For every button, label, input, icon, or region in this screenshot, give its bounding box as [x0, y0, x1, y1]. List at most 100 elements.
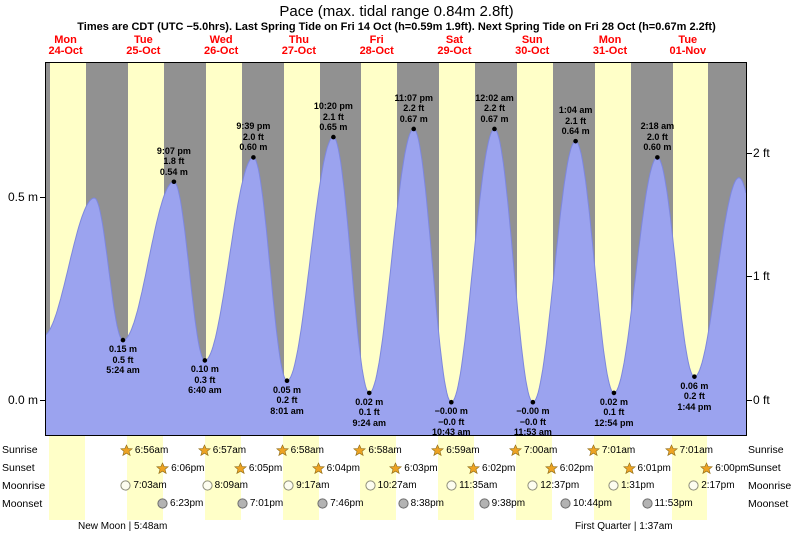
- sun-icon: [586, 444, 600, 457]
- moonset-time: 9:38pm: [491, 498, 526, 509]
- tide-extreme-dot: [530, 399, 536, 405]
- moon-icon: [398, 498, 409, 509]
- row-label-sunrise-right: Sunrise: [748, 444, 784, 456]
- y-axis-label-metres: 0.5 m: [7, 190, 38, 204]
- moon-icon: [237, 498, 248, 509]
- row-label-sunset-left: Sunset: [2, 462, 35, 474]
- moon-icon: [527, 480, 538, 491]
- day-label: Sat 29-Oct: [437, 34, 472, 57]
- day-labels-row: Mon 24-Oct Tue 25-Oct Wed 26-Oct Thu 27-Oct Fri 2…: [45, 35, 745, 61]
- page-title: Pace (max. tidal range 0.84m 2.8ft): [279, 3, 514, 20]
- moon-icon: [608, 480, 619, 491]
- axis-tick: [747, 400, 752, 402]
- sunrise-time: 7:01am: [601, 445, 636, 456]
- daylight-stripe-below: [204, 436, 241, 520]
- day-label: Fri 28-Oct: [359, 34, 394, 57]
- moonset-entry: 11:53pm: [641, 498, 693, 509]
- day-label: Thu 27-Oct: [281, 34, 317, 57]
- moonrise-entry: 8:09am: [202, 480, 248, 491]
- sunset-time: 6:02pm: [559, 463, 594, 474]
- day-label: Mon 31-Oct: [592, 34, 628, 57]
- day-label: Sun 30-Oct: [515, 34, 550, 57]
- moonrise-entry: 2:17pm: [688, 480, 735, 491]
- moonrise-time: 8:09am: [214, 480, 249, 491]
- moonrise-entry: 12:37pm: [527, 480, 579, 491]
- moonrise-time: 9:17am: [296, 480, 330, 491]
- sun-icon: [389, 462, 403, 475]
- row-label-moonrise-left: Moonrise: [2, 480, 46, 492]
- moon-icon: [479, 498, 490, 509]
- sunrise-entry: 6:57am: [197, 444, 246, 457]
- sunset-time: 6:05pm: [248, 463, 283, 474]
- sunset-time: 6:04pm: [326, 463, 360, 474]
- sunset-entry: 6:00pm: [700, 462, 749, 475]
- sunrise-entry: 7:01am: [586, 444, 636, 457]
- moonrise-entry: 1:31pm: [608, 480, 654, 491]
- moonset-time: 8:38pm: [410, 498, 445, 509]
- moonrise-time: 10:27am: [377, 480, 417, 491]
- sun-icon: [700, 462, 714, 475]
- sun-icon: [275, 444, 289, 457]
- daylight-stripe-below: [360, 436, 397, 520]
- tide-extreme-dot: [449, 399, 454, 405]
- moon-icon: [157, 498, 168, 509]
- moonset-entry: 6:23pm: [157, 498, 203, 509]
- moonrise-entry: 7:03am: [120, 480, 167, 491]
- y-axis-label-metres: 0.0 m: [7, 393, 38, 408]
- sun-icon: [509, 444, 523, 457]
- tide-extreme-dot: [202, 358, 208, 363]
- sun-icon: [233, 462, 247, 475]
- moonset-entry: 7:46pm: [317, 498, 363, 509]
- row-label-moonset-left: Moonset: [2, 498, 43, 510]
- sun-icon: [544, 462, 558, 475]
- daylight-stripe-below: [671, 436, 708, 520]
- moonset-time: 10:44pm: [573, 498, 612, 509]
- moonset-time: 7:46pm: [330, 498, 364, 509]
- tide-extreme-dot: [251, 155, 256, 160]
- moon-icon: [120, 480, 131, 491]
- sun-icon: [156, 462, 170, 475]
- tide-extreme-dot: [411, 126, 417, 132]
- sun-icon: [622, 462, 636, 475]
- tide-extreme-dot: [284, 378, 290, 384]
- daylight-stripe-below: [49, 436, 86, 520]
- tide-extreme-dot: [655, 155, 660, 160]
- sunrise-entry: 6:59am: [431, 444, 480, 457]
- moon-icon: [641, 498, 653, 509]
- moonrise-time: 7:03am: [133, 480, 167, 491]
- moonrise-entry: 10:27am: [365, 480, 417, 491]
- sun-icon: [431, 444, 445, 457]
- axis-tick: [747, 276, 752, 278]
- row-label-moonrise-right: Moonrise: [748, 480, 792, 492]
- sunset-time: 6:00pm: [715, 463, 749, 474]
- moon-icon: [446, 480, 457, 491]
- sunset-entry: 6:02pm: [544, 462, 594, 475]
- daylight-stripe-below: [516, 436, 552, 520]
- tide-extreme-dot: [692, 374, 697, 379]
- sunset-entry: 6:01pm: [622, 462, 671, 475]
- moon-icon: [202, 480, 213, 491]
- moonset-entry: 8:38pm: [398, 498, 444, 509]
- day-label: Mon 24-Oct: [48, 34, 83, 57]
- moonrise-time: 2:17pm: [701, 480, 735, 491]
- moon-icon: [365, 480, 376, 491]
- y-axis-label-feet: 0 ft: [753, 393, 770, 408]
- moon-icon: [688, 480, 699, 491]
- moonrise-entry: 11:35am: [446, 480, 497, 491]
- day-label: Wed 26-Oct: [204, 34, 239, 57]
- sunset-time: 6:02pm: [482, 463, 516, 474]
- axis-tick: [747, 152, 752, 154]
- tide-area: [46, 129, 746, 435]
- tide-extreme-dot: [611, 390, 617, 396]
- sunset-time: 6:06pm: [171, 463, 205, 474]
- moonrise-time: 11:35am: [459, 480, 498, 491]
- sun-icon: [664, 444, 678, 457]
- row-label-sunset-right: Sunset: [748, 462, 781, 474]
- sun-icon: [353, 444, 367, 457]
- sunset-entry: 6:02pm: [467, 462, 515, 475]
- moonset-entry: 10:44pm: [560, 498, 612, 509]
- moon-phase-new-moon: New Moon | 5:48am: [78, 521, 168, 532]
- moonset-entry: 9:38pm: [479, 498, 525, 509]
- tide-plot: 0.15 m 0.5 ft 5:24 am 9:07 pm 1.8 ft 0.54 m 0.…: [45, 62, 747, 437]
- tide-extreme-dot: [366, 390, 372, 396]
